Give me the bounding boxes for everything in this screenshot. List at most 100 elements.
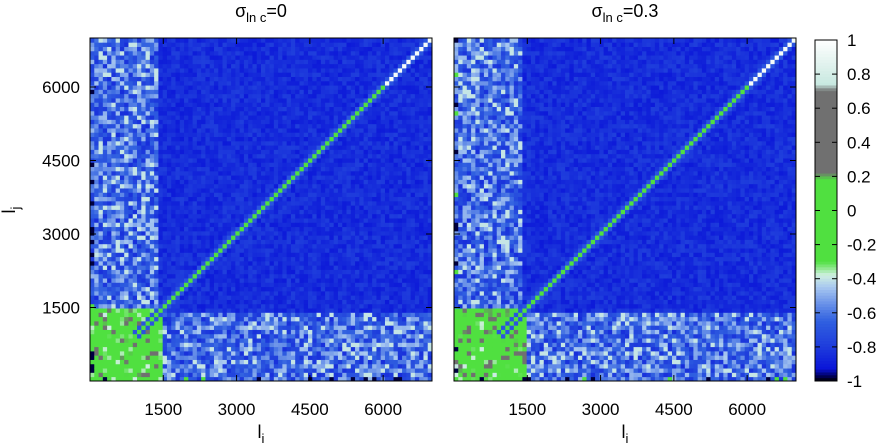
heatmap-cell bbox=[278, 209, 283, 215]
heatmap-cell bbox=[188, 325, 193, 330]
heatmap-cell bbox=[141, 55, 146, 60]
heatmap-cell bbox=[171, 192, 176, 198]
heatmap-cell bbox=[265, 102, 270, 107]
heatmap-cell bbox=[278, 329, 283, 335]
heatmap-cell bbox=[124, 205, 129, 210]
heatmap-cell bbox=[115, 153, 121, 159]
heatmap-cell bbox=[265, 98, 270, 103]
heatmap-cell bbox=[265, 110, 270, 116]
heatmap-cell bbox=[145, 226, 151, 232]
heatmap-cell bbox=[231, 316, 236, 322]
heatmap-cell bbox=[312, 230, 317, 236]
heatmap-cell bbox=[286, 265, 292, 270]
heatmap-cell bbox=[145, 372, 151, 378]
heatmap-cell bbox=[213, 303, 219, 309]
heatmap-cell bbox=[273, 342, 279, 348]
heatmap-cell bbox=[333, 329, 339, 335]
heatmap-cell bbox=[350, 80, 356, 86]
heatmap-cell bbox=[175, 308, 181, 313]
heatmap-cell bbox=[188, 50, 193, 56]
heatmap-cell bbox=[192, 286, 198, 292]
heatmap-cell bbox=[149, 218, 155, 223]
heatmap-cell bbox=[149, 372, 155, 378]
heatmap-cell bbox=[222, 76, 228, 82]
heatmap-cell bbox=[342, 290, 347, 296]
heatmap-cell bbox=[145, 72, 151, 77]
heatmap-cell bbox=[261, 226, 266, 232]
heatmap-cell bbox=[346, 200, 352, 206]
heatmap-cell bbox=[218, 368, 223, 373]
heatmap-cell bbox=[158, 316, 164, 322]
heatmap-cell bbox=[209, 338, 215, 343]
heatmap-cell bbox=[350, 252, 356, 258]
heatmap-cell bbox=[239, 188, 245, 193]
heatmap-cell bbox=[329, 333, 335, 339]
heatmap-cell bbox=[158, 338, 164, 343]
heatmap-cell bbox=[252, 218, 258, 223]
heatmap-cell bbox=[303, 260, 309, 266]
heatmap-cell bbox=[201, 209, 206, 215]
heatmap-cell bbox=[166, 80, 172, 86]
heatmap-cell bbox=[201, 110, 206, 116]
heatmap-cell bbox=[98, 213, 104, 219]
heatmap-cell bbox=[102, 342, 108, 348]
heatmap-cell bbox=[290, 59, 296, 65]
heatmap-cell bbox=[132, 158, 138, 163]
heatmap-cell bbox=[218, 372, 223, 378]
heatmap-cell bbox=[295, 230, 300, 236]
heatmap-cell bbox=[90, 252, 95, 258]
heatmap-cell bbox=[273, 166, 279, 172]
heatmap-cell bbox=[350, 102, 356, 107]
heatmap-cell bbox=[303, 196, 309, 202]
heatmap-cell bbox=[350, 282, 356, 288]
heatmap-cell bbox=[188, 153, 193, 159]
heatmap-cell bbox=[94, 196, 99, 202]
heatmap-cell bbox=[184, 252, 189, 258]
heatmap-cell bbox=[222, 278, 228, 283]
heatmap-cell bbox=[350, 273, 356, 279]
heatmap-cell bbox=[312, 278, 317, 283]
heatmap-cell bbox=[299, 320, 305, 326]
heatmap-cell bbox=[269, 222, 275, 228]
heatmap-cell bbox=[137, 115, 142, 120]
heatmap-cell bbox=[299, 290, 305, 296]
heatmap-cell bbox=[243, 248, 249, 253]
heatmap-cell bbox=[162, 350, 168, 356]
heatmap-cell bbox=[119, 350, 125, 356]
heatmap-cell bbox=[248, 316, 253, 322]
heatmap-cell bbox=[231, 256, 236, 262]
heatmap-cell bbox=[124, 89, 129, 95]
heatmap-cell bbox=[235, 350, 241, 356]
heatmap-cell bbox=[265, 260, 270, 266]
heatmap-cell bbox=[265, 55, 270, 60]
heatmap-cell bbox=[295, 59, 300, 65]
heatmap-cell bbox=[308, 235, 313, 240]
heatmap-cell bbox=[342, 196, 347, 202]
heatmap-cell bbox=[192, 359, 198, 365]
heatmap-cell bbox=[222, 269, 228, 275]
heatmap-cell bbox=[184, 153, 189, 159]
heatmap-cell bbox=[342, 342, 347, 348]
heatmap-cell bbox=[286, 132, 292, 138]
heatmap-cell bbox=[141, 162, 146, 168]
heatmap-cell bbox=[222, 218, 228, 223]
heatmap-cell bbox=[308, 308, 313, 313]
heatmap-cell bbox=[261, 205, 266, 210]
heatmap-cell bbox=[222, 256, 228, 262]
heatmap-cell bbox=[231, 188, 236, 193]
heatmap-cell bbox=[111, 158, 117, 163]
heatmap-cell bbox=[196, 153, 202, 159]
heatmap-cell bbox=[295, 286, 300, 292]
heatmap-cell bbox=[145, 342, 151, 348]
heatmap-cell bbox=[226, 183, 232, 189]
heatmap-cell bbox=[102, 273, 108, 279]
heatmap-cell bbox=[102, 256, 108, 262]
heatmap-cell bbox=[350, 376, 356, 382]
heatmap-cell bbox=[337, 338, 343, 343]
heatmap-cell bbox=[329, 248, 335, 253]
heatmap-cell bbox=[166, 286, 172, 292]
heatmap-cell bbox=[201, 132, 206, 138]
heatmap-cell bbox=[265, 286, 270, 292]
heatmap-cell bbox=[158, 128, 164, 133]
heatmap-cell bbox=[166, 55, 172, 60]
